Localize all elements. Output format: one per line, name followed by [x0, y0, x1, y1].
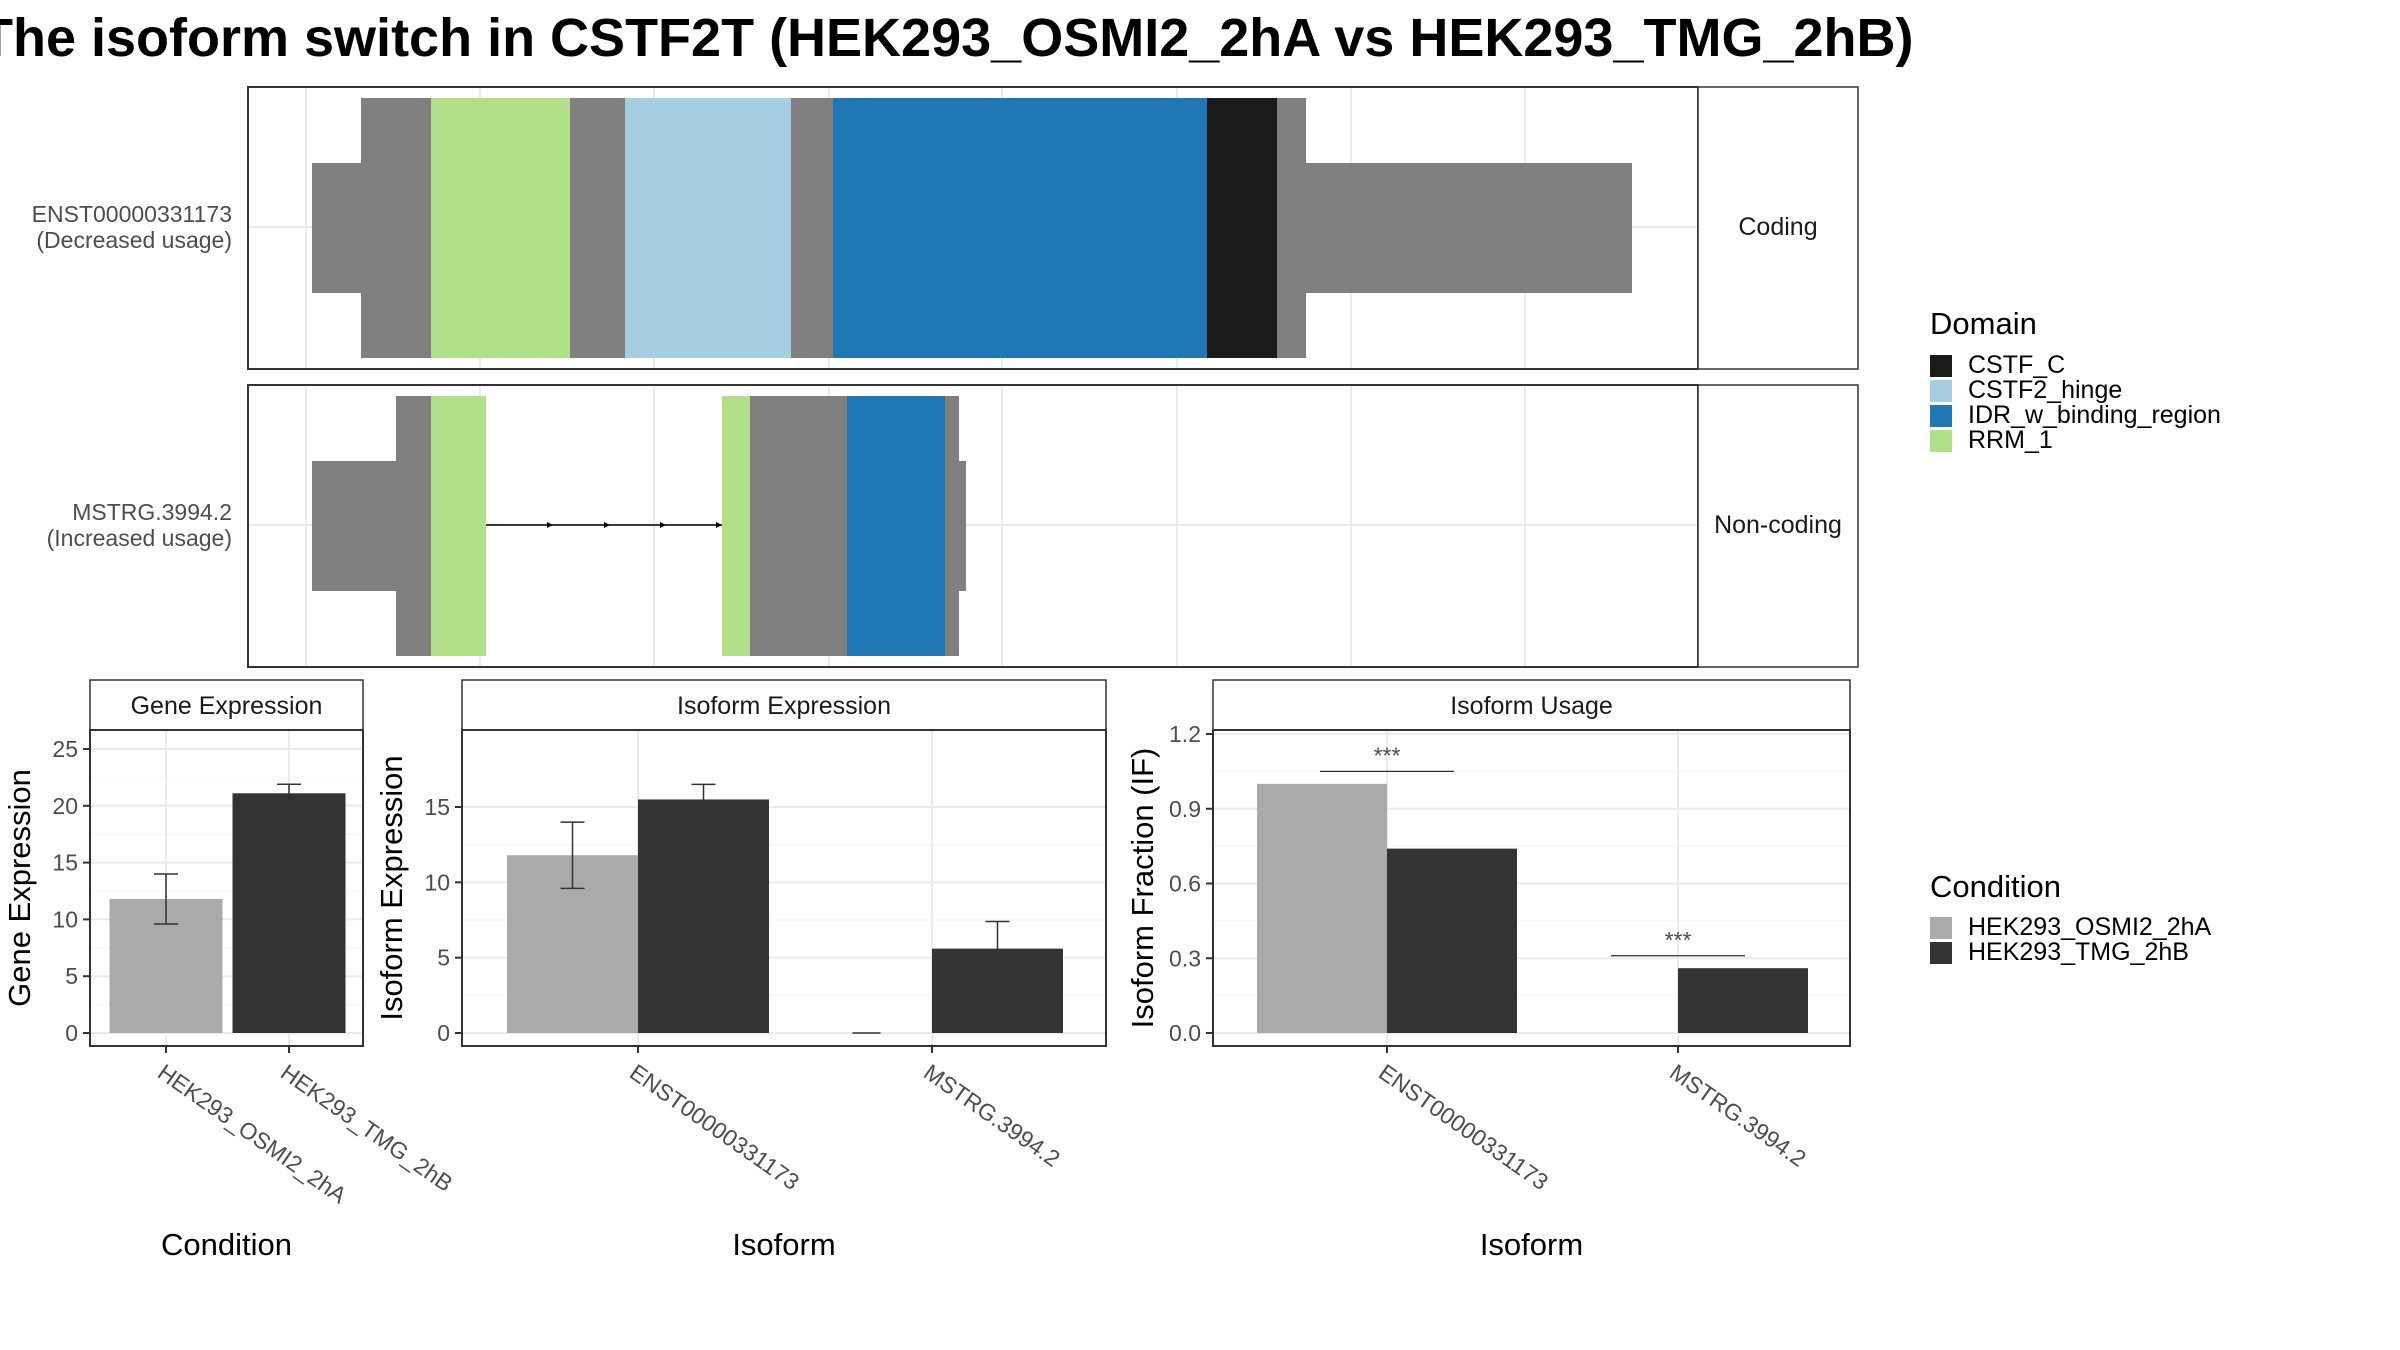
domain-RRM_1: [431, 396, 486, 656]
figure-title: The isoform switch in CSTF2T (HEK293_OSM…: [0, 8, 1913, 68]
y-tick-label: 0: [65, 1020, 78, 1046]
legend-label-HEK293_TMG_2hB: HEK293_TMG_2hB: [1968, 938, 2189, 966]
legend-swatch-RRM_1: [1930, 430, 1952, 452]
x-tick-label: ENST00000331173: [1374, 1059, 1553, 1195]
transcript-usage-label: (Increased usage): [47, 525, 232, 551]
y-tick-label: 5: [437, 945, 450, 971]
intron-arrow: [604, 522, 610, 528]
domain-IDR_w_binding_region: [833, 98, 1207, 358]
transcript-label: ENST00000331173: [32, 201, 232, 227]
domain-RRM_1: [722, 396, 750, 656]
x-axis-title: Isoform: [1480, 1227, 1583, 1262]
legend-swatch-HEK293_OSMI2_2hA: [1930, 917, 1952, 939]
x-tick-label: MSTRG.3994.2: [1665, 1059, 1811, 1172]
exon-segment: [1306, 163, 1632, 293]
y-tick-label: 15: [424, 794, 450, 820]
x-tick-label: MSTRG.3994.2: [919, 1059, 1065, 1172]
structure-strip: [1697, 384, 1859, 668]
y-tick-label: 0.3: [1169, 945, 1201, 971]
x-axis-title: Condition: [161, 1227, 292, 1262]
y-axis-title: Gene Expression: [2, 769, 37, 1007]
x-axis-title: Isoform: [732, 1227, 835, 1262]
bar-HEK293_TMG_2hB: [1678, 968, 1808, 1033]
exon-segment: [1277, 98, 1306, 358]
intron-arrow: [660, 522, 666, 528]
domain-CSTF2_hinge: [625, 98, 791, 358]
legend-label-HEK293_OSMI2_2hA: HEK293_OSMI2_2hA: [1968, 913, 2212, 941]
intron-arrow: [547, 522, 553, 528]
significance-label: ***: [1374, 742, 1401, 768]
exon-segment: [361, 98, 431, 358]
exon-segment: [750, 396, 847, 656]
x-tick-label: ENST00000331173: [625, 1059, 804, 1195]
y-tick-label: 10: [52, 906, 78, 932]
legend-swatch-HEK293_TMG_2hB: [1930, 942, 1952, 964]
domain-IDR_w_binding_region: [847, 396, 945, 656]
legend-label-CSTF_C: CSTF_C: [1968, 351, 2065, 379]
y-tick-label: 15: [52, 850, 78, 876]
intron-arrow: [716, 522, 722, 528]
structure-panel-ENST00000331173: Coding ENST00000331173(Decreased usage): [32, 86, 1859, 370]
chart-panel-isoform-expression: Isoform Expression 0 5 10 15 ENST00000331173 M…: [374, 679, 1107, 1262]
exon-segment: [791, 98, 833, 358]
transcript-label: MSTRG.3994.2: [72, 499, 232, 525]
domain-RRM_1: [431, 98, 570, 358]
legend-label-RRM_1: RRM_1: [1968, 426, 2053, 454]
y-tick-label: 0: [437, 1020, 450, 1046]
chart-strip-label: Gene Expression: [131, 692, 323, 720]
y-tick-label: 0.9: [1169, 796, 1201, 822]
chart-strip: [1212, 679, 1851, 731]
y-axis-title: Isoform Fraction (IF): [1125, 748, 1160, 1029]
domain-CSTF_C: [1207, 98, 1277, 358]
legend-swatch-CSTF_C: [1930, 355, 1952, 377]
bar-HEK293_TMG_2hB: [638, 799, 769, 1033]
chart-strip: [89, 679, 364, 731]
y-tick-label: 10: [424, 869, 450, 895]
structure-strip: [1697, 86, 1859, 370]
exon-segment: [945, 396, 959, 656]
transcript-usage-label: (Decreased usage): [36, 227, 232, 253]
chart-panel-border: [1212, 729, 1851, 1047]
transcript-structure-panels: Coding ENST00000331173(Decreased usage) No…: [32, 86, 1859, 668]
structure-strip-label: Coding: [1738, 213, 1817, 241]
domain-legend-title: Domain: [1930, 306, 2037, 341]
chart-panel-border: [89, 729, 364, 1047]
structure-panel-MSTRG.3994.2: Non-coding MSTRG.3994.2(Increased usage): [47, 384, 1859, 668]
structure-strip-label: Non-coding: [1714, 511, 1842, 539]
exon-segment: [312, 461, 396, 591]
chart-panel-border: [461, 729, 1107, 1047]
chart-strip-label: Isoform Expression: [677, 692, 891, 720]
bar-HEK293_TMG_2hB: [1387, 848, 1517, 1033]
legend-swatch-IDR_w_binding_region: [1930, 405, 1952, 427]
exon-segment: [959, 461, 966, 591]
bar-chart-panels: Gene Expression0510152025HEK293_OSMI2_2h…: [2, 679, 1851, 1262]
legend-swatch-CSTF2_hinge: [1930, 380, 1952, 402]
bar-HEK293_TMG_2hB: [232, 793, 346, 1033]
y-tick-label: 5: [65, 963, 78, 989]
exon-segment: [396, 396, 431, 656]
significance-label: ***: [1665, 927, 1692, 953]
chart-strip-label: Isoform Usage: [1450, 692, 1613, 720]
exon-segment: [312, 163, 361, 293]
chart-panel-isoform-usage: Isoform Usage 0.0 0.3 0.6 0.9 1.2 *** *** ENST00…: [1125, 679, 1851, 1262]
condition-legend-title: Condition: [1930, 869, 2061, 904]
legend-label-CSTF2_hinge: CSTF2_hinge: [1968, 376, 2122, 404]
y-axis-title: Isoform Expression: [374, 755, 409, 1020]
y-tick-label: 20: [52, 793, 78, 819]
chart-strip: [461, 679, 1107, 731]
domain-legend: Domain CSTF_CCSTF2_hingeIDR_w_binding_re…: [1930, 306, 2221, 454]
y-tick-label: 0.0: [1169, 1020, 1201, 1046]
exon-segment: [570, 98, 625, 358]
legend-label-IDR_w_binding_region: IDR_w_binding_region: [1968, 401, 2221, 429]
y-tick-label: 0.6: [1169, 871, 1201, 897]
bar-HEK293_OSMI2_2hA: [1257, 783, 1387, 1033]
y-tick-label: 25: [52, 736, 78, 762]
y-tick-label: 1.2: [1169, 721, 1201, 747]
